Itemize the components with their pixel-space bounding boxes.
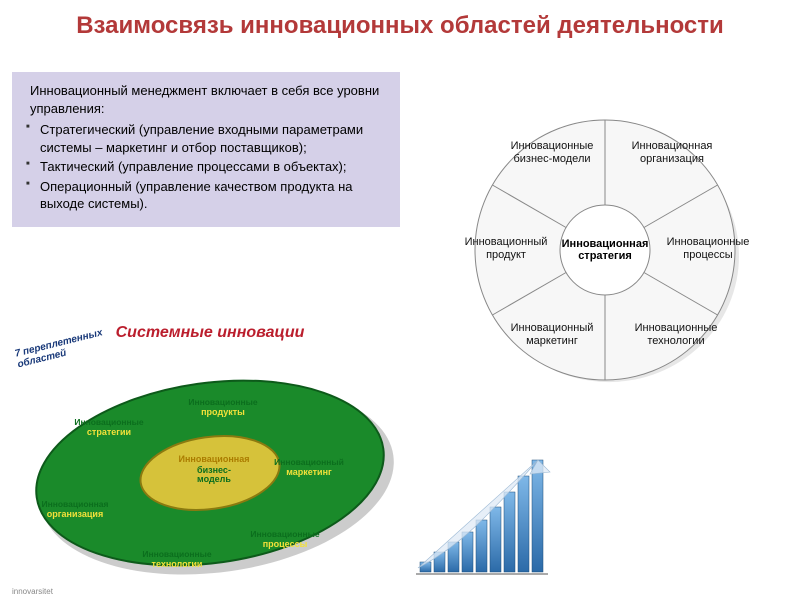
ellipse-outer-label-line2: стратегии bbox=[64, 428, 154, 437]
ellipse-outer-label-line1: Инновационные bbox=[64, 418, 154, 427]
ellipse-outer-label-line1: Инновационная bbox=[30, 500, 120, 509]
ellipse-outer-label-line1: Инновационный bbox=[264, 458, 354, 467]
ellipse-outer-label-line1: Инновационные bbox=[240, 530, 330, 539]
wheel-segment-label: Инновационный маркетинг bbox=[502, 322, 602, 347]
growth-bar-chart bbox=[412, 450, 552, 580]
description-box: Инновационный менеджмент включает в себя… bbox=[12, 72, 400, 227]
ellipse-outer-label-line2: организация bbox=[30, 510, 120, 519]
ellipse-diagram: Системные инновации 7 переплетенных обла… bbox=[10, 320, 410, 590]
strategy-wheel-diagram: Инновационная стратегия Инновационные би… bbox=[440, 100, 770, 400]
list-item: Тактический (управление процессами в объ… bbox=[24, 158, 388, 176]
wheel-segment-label: Инновационные бизнес-модели bbox=[502, 140, 602, 165]
page-title: Взаимосвязь инновационных областей деяте… bbox=[0, 0, 800, 48]
wheel-segment-label: Инновационные процессы bbox=[658, 236, 758, 261]
ellipse-center-label-2: бизнес- модель bbox=[164, 466, 264, 485]
footer-credit: innovarsitet bbox=[12, 587, 53, 596]
ellipse-outer-label-line2: технологии bbox=[132, 560, 222, 569]
wheel-segment-label: Инновационная организация bbox=[622, 140, 722, 165]
levels-list: Стратегический (управление входными пара… bbox=[24, 121, 388, 213]
intro-text: Инновационный менеджмент включает в себя… bbox=[24, 82, 388, 117]
list-item: Стратегический (управление входными пара… bbox=[24, 121, 388, 156]
wheel-segment-label: Инновационный продукт bbox=[456, 236, 556, 261]
ellipse-outer-label-line1: Инновационные bbox=[132, 550, 222, 559]
wheel-center-label: Инновационная стратегия bbox=[555, 238, 655, 262]
ellipse-outer-label-line1: Инновационные bbox=[178, 398, 268, 407]
wheel-segment-label: Инновационные технологии bbox=[626, 322, 726, 347]
ellipse-outer-label-line2: процессы bbox=[240, 540, 330, 549]
ellipse-outer-label-line2: продукты bbox=[178, 408, 268, 417]
ellipse-outer-label-line2: маркетинг bbox=[264, 468, 354, 477]
ellipse-center-label-1: Инновационная bbox=[164, 455, 264, 464]
barchart-svg bbox=[412, 450, 552, 580]
list-item: Операционный (управление качеством проду… bbox=[24, 178, 388, 213]
